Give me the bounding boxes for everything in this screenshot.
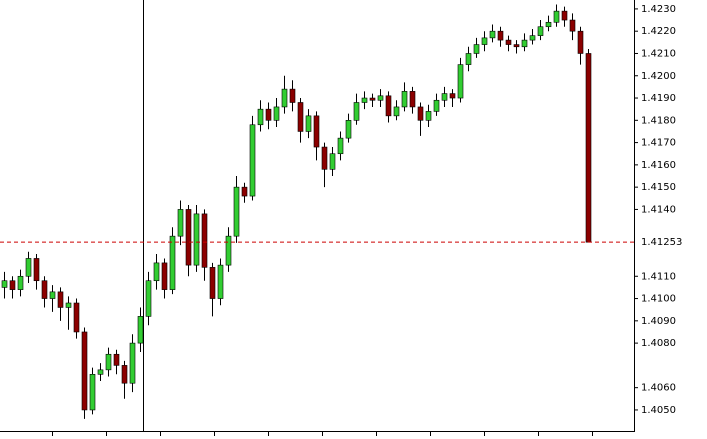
candle-body: [305, 115, 312, 132]
candle-body: [209, 267, 216, 299]
candle-body: [473, 44, 480, 54]
candle-body: [129, 342, 136, 384]
candle-body: [441, 93, 448, 101]
candle-body: [17, 275, 24, 290]
candle-body: [425, 111, 432, 121]
candle-body: [249, 124, 256, 197]
candle-body: [313, 115, 320, 148]
candle-body: [481, 37, 488, 45]
candle-body: [25, 258, 32, 277]
candle-body: [449, 93, 456, 99]
candle-body: [537, 26, 544, 36]
candle-body: [393, 106, 400, 117]
candle-body: [369, 97, 376, 101]
candle-body: [521, 39, 528, 48]
y-tick-label: 1.4180: [641, 115, 676, 126]
candle-body: [289, 88, 296, 103]
candle-body: [1, 280, 8, 288]
y-tick-label: 1.4210: [641, 48, 676, 59]
candle-body: [97, 369, 104, 375]
candle-body: [377, 95, 384, 101]
candle-body: [89, 374, 96, 411]
time-axis-ticks: [52, 431, 593, 436]
candle-body: [65, 302, 72, 308]
candle-body: [81, 331, 88, 411]
candle-body: [49, 291, 56, 299]
candle-body: [161, 262, 168, 290]
y-tick-label: 1.4060: [641, 383, 676, 394]
candle-body: [513, 44, 520, 48]
y-tick-label: 1.4100: [641, 294, 676, 305]
y-tick-label: 1.4080: [641, 338, 676, 349]
candle-body: [33, 258, 40, 282]
candle-body: [113, 353, 120, 366]
y-tick-label: 1.4110: [641, 271, 676, 282]
candle-body: [273, 106, 280, 121]
y-tick-label: 1.4050: [641, 405, 676, 416]
candle-body: [73, 302, 80, 333]
candle-body: [345, 120, 352, 139]
candle-body: [185, 209, 192, 266]
candle-body: [337, 137, 344, 155]
candle-body: [361, 97, 368, 103]
candle-body: [529, 35, 536, 41]
current-price-label: 1.41253: [641, 237, 682, 248]
candle-body: [321, 146, 328, 170]
candle-body: [281, 88, 288, 108]
candle-body: [505, 39, 512, 45]
y-tick-label: 1.4090: [641, 316, 676, 327]
candle-body: [201, 213, 208, 268]
y-tick-label: 1.4160: [641, 160, 676, 171]
candle-body: [169, 235, 176, 290]
candle-body: [225, 235, 232, 266]
candle-body: [329, 153, 336, 170]
candle-body: [569, 19, 576, 32]
y-tick-label: 1.4170: [641, 138, 676, 149]
candle-body: [409, 91, 416, 108]
candle-body: [121, 365, 128, 384]
candle-body: [353, 102, 360, 121]
candle-body: [233, 186, 240, 237]
candle-body: [417, 106, 424, 121]
candle-body: [385, 95, 392, 117]
candle-body: [561, 10, 568, 21]
candle-body: [577, 30, 584, 54]
candle-body: [41, 280, 48, 299]
candle-body: [153, 262, 160, 282]
candle-body: [457, 64, 464, 99]
candle-body: [137, 316, 144, 344]
y-tick-label: 1.4190: [641, 93, 676, 104]
candle-body: [585, 53, 592, 243]
candle-body: [497, 30, 504, 41]
candle-body: [241, 186, 248, 197]
candle-body: [57, 291, 64, 308]
candle-body: [545, 21, 552, 28]
candle-body: [217, 264, 224, 299]
candle-body: [9, 280, 16, 290]
y-tick-label: 1.4230: [641, 4, 676, 15]
candle-body: [465, 53, 472, 65]
y-tick-label: 1.4220: [641, 26, 676, 37]
y-tick-label: 1.4150: [641, 182, 676, 193]
candle-body: [193, 213, 200, 266]
candle-body: [553, 10, 560, 23]
candle-body: [401, 91, 408, 108]
candle-body: [265, 108, 272, 121]
candle-body: [489, 30, 496, 39]
candle-body: [177, 209, 184, 237]
candle-body: [257, 108, 264, 126]
candle-body: [433, 99, 440, 112]
candle-body: [105, 353, 112, 371]
candle-body: [145, 280, 152, 317]
candle-body: [297, 102, 304, 132]
y-tick-label: 1.4200: [641, 71, 676, 82]
y-tick-label: 1.4140: [641, 204, 676, 215]
